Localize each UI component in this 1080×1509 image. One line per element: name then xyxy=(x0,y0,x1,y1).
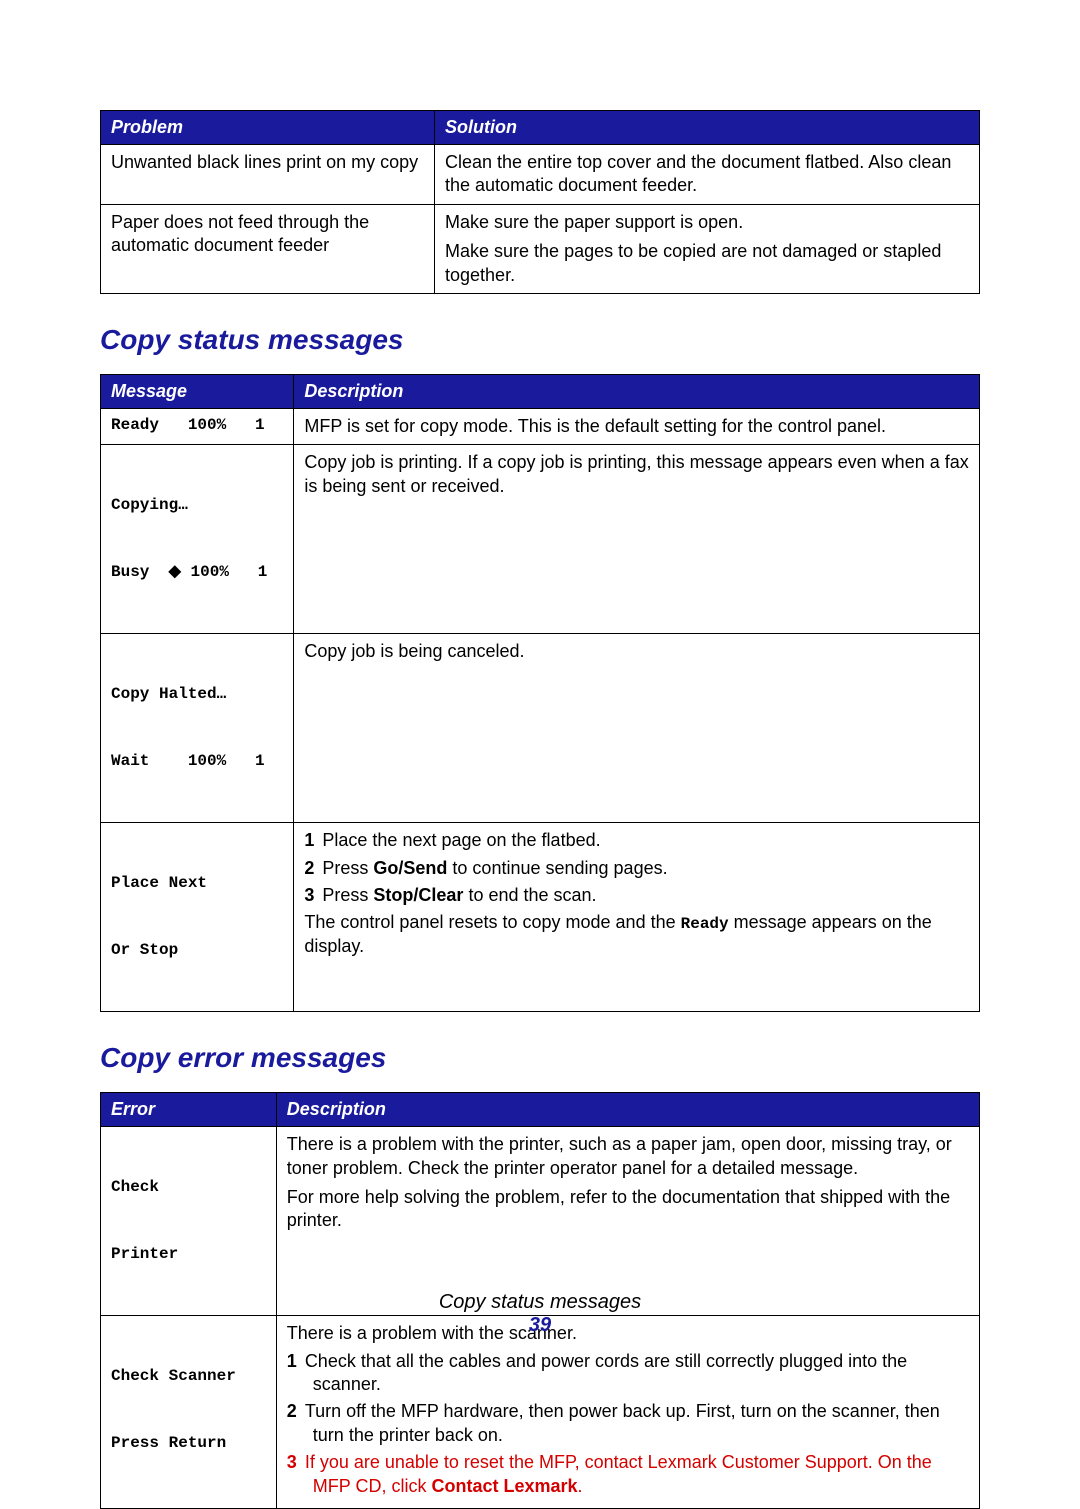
bold-text: Go/Send xyxy=(373,858,447,878)
th-error: Error xyxy=(101,1093,277,1127)
msg-line: Place Next xyxy=(111,871,283,897)
step-footer: The control panel resets to copy mode an… xyxy=(304,911,969,958)
msg-line: Or Stop xyxy=(111,938,283,964)
msg-line: Wait 100% 1 xyxy=(111,749,283,775)
solution-line: Make sure the pages to be copied are not… xyxy=(445,240,969,287)
cell-description: Copy job is being canceled. xyxy=(294,634,980,823)
step-num: 1 xyxy=(287,1351,297,1371)
step-num: 3 xyxy=(304,885,314,905)
cell-problem: Unwanted black lines print on my copy xyxy=(101,145,435,205)
cell-problem: Paper does not feed through the automati… xyxy=(101,204,435,293)
solution-line: Make sure the paper support is open. xyxy=(445,211,969,234)
step-text: Turn off the MFP hardware, then power ba… xyxy=(305,1401,940,1444)
bold-text: Stop/Clear xyxy=(373,885,463,905)
cell-description: 1 Place the next page on the flatbed. 2 Pr… xyxy=(294,823,980,1012)
step-text: Press xyxy=(322,858,373,878)
footer-page-number: 39 xyxy=(0,1314,1080,1337)
cell-description: There is a problem with the printer, suc… xyxy=(276,1127,979,1316)
step-num: 3 xyxy=(287,1452,297,1472)
desc-para: There is a problem with the printer, suc… xyxy=(287,1133,969,1180)
step-line: 3 Press Stop/Clear to end the scan. xyxy=(304,884,969,907)
cell-error: Check Printer xyxy=(101,1127,277,1316)
table-row: Check Printer There is a problem with th… xyxy=(101,1127,980,1316)
msg-line: Check xyxy=(111,1175,266,1201)
step-num: 2 xyxy=(304,858,314,878)
footer-title: Copy status messages xyxy=(439,1291,641,1313)
cell-description: MFP is set for copy mode. This is the de… xyxy=(294,408,980,444)
step-line: 1 Place the next page on the flatbed. xyxy=(304,829,969,852)
cell-solution: Clean the entire top cover and the docum… xyxy=(435,145,980,205)
cell-message: Ready 100% 1 xyxy=(101,408,294,444)
cell-message: Copy Halted… Wait 100% 1 xyxy=(101,634,294,823)
page-content: Problem Solution Unwanted black lines pr… xyxy=(0,0,1080,1509)
footer-text: The control panel resets to copy mode an… xyxy=(304,912,680,932)
msg-line: Printer xyxy=(111,1242,266,1268)
step-line-red: 3 If you are unable to reset the MFP, con… xyxy=(287,1451,969,1498)
heading-copy-error: Copy error messages xyxy=(100,1042,980,1074)
status-messages-table: Message Description Ready 100% 1 MFP is … xyxy=(100,374,980,1012)
th-message: Message xyxy=(101,374,294,408)
table-row: Check Scanner Press Return There is a pr… xyxy=(101,1316,980,1509)
problem-solution-table: Problem Solution Unwanted black lines pr… xyxy=(100,110,980,294)
step-text: If you are unable to reset the MFP, cont… xyxy=(305,1452,932,1495)
msg-line: Press Return xyxy=(111,1431,266,1457)
step-num: 2 xyxy=(287,1401,297,1421)
desc-para: For more help solving the problem, refer… xyxy=(287,1186,969,1233)
table-row: Ready 100% 1 MFP is set for copy mode. T… xyxy=(101,408,980,444)
cell-description: Copy job is printing. If a copy job is p… xyxy=(294,445,980,634)
step-text: Press xyxy=(322,885,373,905)
cell-message: Place Next Or Stop xyxy=(101,823,294,1012)
cell-solution: Make sure the paper support is open. Mak… xyxy=(435,204,980,293)
table-row: Place Next Or Stop 1 Place the next page … xyxy=(101,823,980,1012)
th-description: Description xyxy=(294,374,980,408)
step-text: to continue sending pages. xyxy=(447,858,667,878)
cell-message: Copying… Busy ◆ 100% 1 xyxy=(101,445,294,634)
table-row: Copying… Busy ◆ 100% 1 Copy job is print… xyxy=(101,445,980,634)
step-text: . xyxy=(578,1476,583,1496)
step-num: 1 xyxy=(304,830,314,850)
table-row: Paper does not feed through the automati… xyxy=(101,204,980,293)
step-text: to end the scan. xyxy=(463,885,596,905)
msg-line: Copy Halted… xyxy=(111,682,283,708)
step-text: Check that all the cables and power cord… xyxy=(305,1351,907,1394)
table-row: Unwanted black lines print on my copy Cl… xyxy=(101,145,980,205)
mono-inline: Ready xyxy=(681,915,729,933)
th-solution: Solution xyxy=(435,111,980,145)
step-line: 1 Check that all the cables and power cor… xyxy=(287,1350,969,1397)
page-footer: Copy status messages 39 xyxy=(0,1291,1080,1337)
th-problem: Problem xyxy=(101,111,435,145)
step-line: 2 Turn off the MFP hardware, then power b… xyxy=(287,1400,969,1447)
cell-description: There is a problem with the scanner. 1Ch… xyxy=(276,1316,979,1509)
cell-error: Check Scanner Press Return xyxy=(101,1316,277,1509)
msg-line: Check Scanner xyxy=(111,1364,266,1390)
msg-line: Busy ◆ 100% 1 xyxy=(111,560,283,586)
step-text: Place the next page on the flatbed. xyxy=(322,830,600,850)
bold-text: Contact Lexmark xyxy=(431,1476,577,1496)
step-line: 2 Press Go/Send to continue sending pages… xyxy=(304,857,969,880)
heading-copy-status: Copy status messages xyxy=(100,324,980,356)
th-description: Description xyxy=(276,1093,979,1127)
msg-line: Copying… xyxy=(111,493,283,519)
table-row: Copy Halted… Wait 100% 1 Copy job is bei… xyxy=(101,634,980,823)
